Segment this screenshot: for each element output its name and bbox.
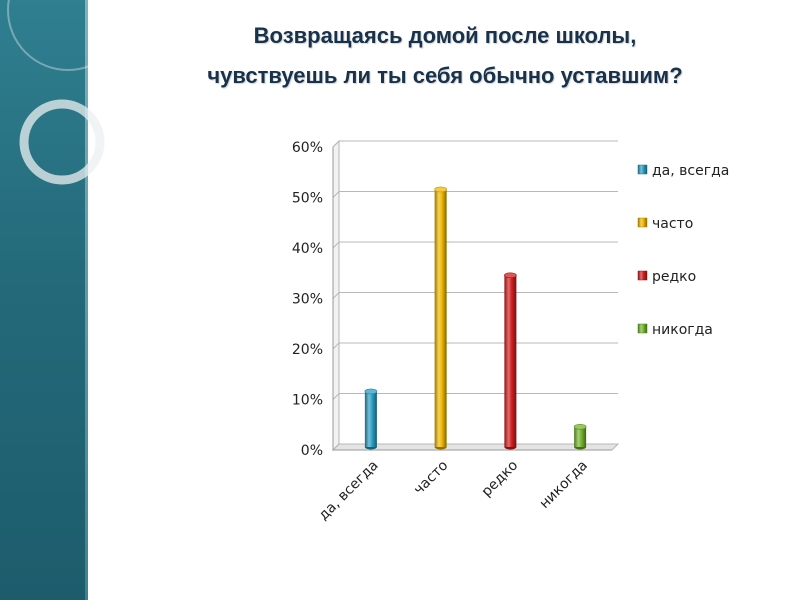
gridline [332, 191, 618, 198]
title-line-1: Возвращаясь домой после школы, [253, 23, 637, 48]
bar [364, 391, 377, 447]
legend-swatch [637, 164, 648, 175]
bar-top [434, 186, 447, 193]
x-category-label: никогда [537, 458, 591, 512]
legend-label: часто [652, 216, 693, 232]
legend-label: да, всегда [652, 163, 729, 179]
y-tick-label: 0% [301, 443, 323, 459]
title-line-2: чувствуешь ли ты себя обычно уставшим? [207, 63, 683, 88]
side-panel-edge [85, 0, 88, 600]
gridline [332, 241, 618, 249]
gridline [332, 292, 618, 299]
legend-swatch [637, 323, 648, 334]
y-tick-label: 60% [292, 140, 323, 156]
legend-swatch [637, 270, 648, 281]
legend-swatch [637, 217, 648, 228]
legend-label: редко [652, 269, 696, 285]
decorative-circles [7, 0, 120, 185]
bar [504, 275, 517, 447]
x-category-label: редко [479, 458, 522, 501]
legend-label: никогда [652, 322, 713, 338]
y-tick-label: 30% [292, 292, 323, 308]
bar [434, 189, 447, 447]
x-category-label: часто [411, 458, 452, 499]
y-tick-label: 10% [292, 393, 323, 409]
side-panel [0, 0, 88, 600]
gridline [332, 342, 618, 350]
bar [574, 426, 587, 447]
y-tick-label: 50% [292, 191, 323, 207]
slide-title: Возвращаясь домой после школы, чувствуеш… [100, 16, 790, 96]
deco-arc-large [7, 0, 120, 71]
bar-top [364, 388, 378, 395]
x-category-label: да, всегда [316, 458, 382, 524]
gridline [332, 443, 618, 451]
y-tick-label: 40% [292, 241, 323, 257]
gridline [332, 140, 618, 148]
bar-top [504, 272, 517, 279]
deco-ring [19, 99, 105, 185]
bar-top [573, 423, 587, 430]
y-tick-label: 20% [292, 342, 323, 358]
gridline [332, 393, 618, 400]
